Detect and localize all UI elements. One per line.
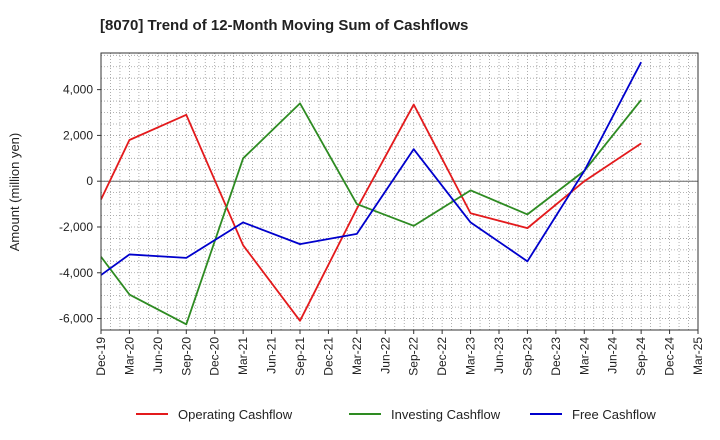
x-tick-label: Mar-24 bbox=[577, 337, 591, 375]
x-tick-label: Dec-24 bbox=[663, 337, 677, 376]
series-layer bbox=[100, 61, 642, 326]
plot-frame bbox=[100, 52, 699, 331]
legend-label: Operating Cashflow bbox=[178, 407, 293, 422]
y-axis-ticks: -6,000 -4,000 -2,000 0 2,000 4,000 bbox=[59, 83, 101, 326]
x-tick-label: Jun-21 bbox=[265, 337, 279, 374]
x-tick-label: Sep-20 bbox=[179, 337, 193, 376]
x-tick-label: Jun-22 bbox=[378, 337, 392, 374]
plot-area bbox=[101, 53, 698, 330]
y-tick-label: -4,000 bbox=[59, 266, 93, 280]
y-tick-label: 2,000 bbox=[63, 128, 93, 142]
series-line-2 bbox=[100, 61, 642, 276]
y-tick-label: 4,000 bbox=[63, 83, 93, 97]
x-tick-label: Mar-22 bbox=[350, 337, 364, 375]
y-tick-label: -2,000 bbox=[59, 220, 93, 234]
series-line-1 bbox=[100, 99, 642, 326]
legend-label: Free Cashflow bbox=[572, 407, 656, 422]
x-tick-label: Sep-24 bbox=[634, 337, 648, 376]
x-tick-label: Dec-21 bbox=[321, 337, 335, 376]
x-tick-label: Mar-20 bbox=[122, 337, 136, 375]
x-tick-label: Dec-23 bbox=[549, 337, 563, 376]
chart-title: [8070] Trend of 12-Month Moving Sum of C… bbox=[100, 17, 468, 34]
x-axis-ticks: Dec-19 Mar-20 Jun-20 Sep-20 Dec-20 Mar-21 Jun-… bbox=[94, 330, 705, 376]
x-tick-label: Sep-23 bbox=[520, 337, 534, 376]
x-tick-label: Jun-23 bbox=[492, 337, 506, 374]
series-line-0 bbox=[100, 103, 642, 322]
y-tick-label: -6,000 bbox=[59, 312, 93, 326]
x-tick-label: Jun-24 bbox=[606, 337, 620, 374]
x-tick-label: Mar-21 bbox=[236, 337, 250, 375]
y-axis-label: Amount (million yen) bbox=[7, 133, 22, 252]
x-tick-label: Sep-22 bbox=[407, 337, 421, 376]
legend: Operating Cashflow Investing Cashflow Free… bbox=[136, 407, 656, 422]
x-tick-label: Mar-23 bbox=[464, 337, 478, 375]
x-tick-label: Dec-19 bbox=[94, 337, 108, 376]
y-tick-label: 0 bbox=[86, 174, 93, 188]
x-tick-label: Jun-20 bbox=[151, 337, 165, 374]
legend-label: Investing Cashflow bbox=[391, 407, 501, 422]
x-tick-label: Dec-20 bbox=[208, 337, 222, 376]
x-tick-label: Mar-25 bbox=[691, 337, 705, 375]
x-tick-label: Sep-21 bbox=[293, 337, 307, 376]
x-tick-label: Dec-22 bbox=[435, 337, 449, 376]
